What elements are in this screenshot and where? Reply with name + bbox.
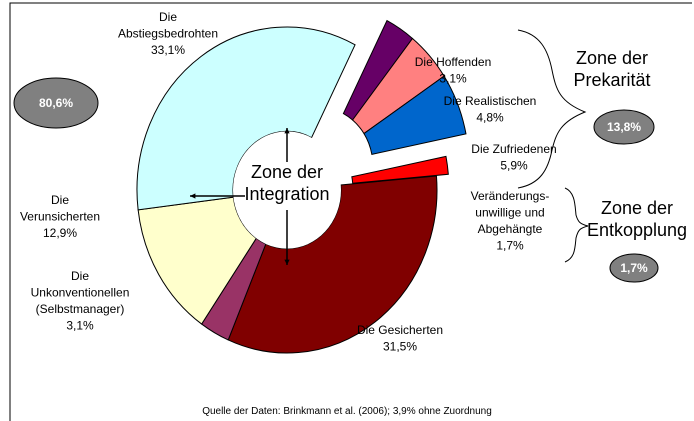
slice-label: Die Realistischen xyxy=(444,94,537,108)
slice-label: Die Hoffenden xyxy=(415,55,492,69)
zone-label: Zone der Prekarität xyxy=(573,48,650,90)
arrow-head xyxy=(190,193,196,199)
zone-value: 1,7% xyxy=(620,261,648,275)
zone-badge xyxy=(609,253,659,283)
brace-prekaritaet xyxy=(517,29,587,189)
arrow-head xyxy=(284,128,290,134)
zone-value: 80,6% xyxy=(39,96,73,110)
value-label: 12,9% xyxy=(43,226,77,240)
value-label: 5,9% xyxy=(500,159,528,173)
slice-label: Die Zufriedenen xyxy=(471,142,556,156)
slice xyxy=(363,75,467,155)
slice-label: Die Verunsicherten xyxy=(20,193,100,224)
value-label: 1,7% xyxy=(496,239,524,253)
frame xyxy=(9,2,692,421)
value-label: 33,1% xyxy=(151,43,185,57)
zone-badge xyxy=(593,109,655,145)
zone-value: 13,8% xyxy=(607,120,641,134)
value-label: 4,8% xyxy=(476,111,504,125)
value-label: 31,5% xyxy=(383,340,417,354)
slice xyxy=(351,155,449,184)
slice-label: Die Unkonventionellen (Selbstmanager) xyxy=(31,269,130,316)
value-label: 3,1% xyxy=(439,72,467,86)
center-hole xyxy=(233,131,341,249)
source-note: Quelle der Daten: Brinkmann et al. (2006… xyxy=(202,406,492,417)
zone-label: Zone der Integration xyxy=(244,162,329,204)
value-label: 3,1% xyxy=(66,319,94,333)
zone-label: Zone der Entkopplung xyxy=(587,198,687,240)
zone-badge xyxy=(13,77,99,129)
arrow-head xyxy=(284,259,290,265)
slice-label: Veränderungs-unwillige und Abgehängte xyxy=(471,189,550,236)
slice-label: Die Abstiegsbedrohten xyxy=(118,10,218,41)
slice-label: Die Gesicherten xyxy=(357,323,443,337)
brace-entkopplung xyxy=(564,187,589,263)
